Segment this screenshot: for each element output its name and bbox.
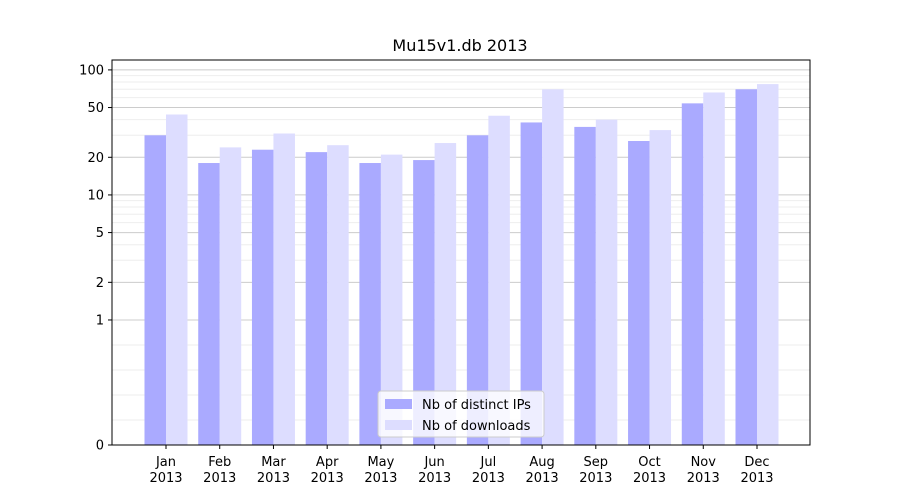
y-tick-label: 100 — [79, 63, 104, 78]
bar — [327, 145, 349, 445]
y-tick-label: 5 — [96, 226, 104, 241]
bar — [703, 92, 725, 446]
bar — [628, 140, 650, 445]
x-tick-label: Jan 2013 — [149, 455, 182, 486]
bar — [520, 122, 543, 445]
bar — [144, 135, 166, 445]
bar — [542, 89, 564, 445]
x-tick-label: Feb 2013 — [203, 455, 236, 486]
bar — [466, 135, 489, 445]
bar — [273, 133, 295, 445]
bar — [595, 119, 618, 446]
bar — [413, 160, 435, 445]
bar — [574, 126, 596, 446]
chart-title: Mu15v1.db 2013 — [392, 36, 527, 55]
bars — [144, 84, 779, 446]
y-tick-label: 1 — [96, 313, 104, 328]
x-tick-label: Jun 2013 — [418, 455, 451, 486]
x-axis: Jan 2013 Feb 2013 Mar 2013 Apr 2013 May 2013 Jun 20… — [149, 445, 774, 486]
y-tick-label: 0 — [96, 439, 104, 454]
x-tick-label: Mar 2013 — [257, 455, 290, 486]
x-tick-label: Oct 2013 — [633, 455, 666, 486]
bar — [757, 84, 779, 446]
x-tick-label: Nov 2013 — [687, 455, 720, 486]
legend-swatch — [385, 420, 412, 430]
legend-label: Nb of distinct IPs — [422, 398, 531, 413]
plot-frame — [111, 59, 811, 446]
y-tick-label: 10 — [87, 188, 104, 203]
y-tick-label: 2 — [96, 276, 104, 291]
x-tick-label: May 2013 — [364, 455, 397, 486]
x-tick-label: Dec 2013 — [740, 455, 773, 486]
bar — [649, 130, 672, 445]
bar — [380, 154, 403, 446]
bar — [359, 163, 381, 445]
bar — [219, 147, 242, 446]
bar — [305, 152, 328, 445]
y-tick-label: 50 — [87, 101, 104, 116]
x-tick-label: Jul 2013 — [472, 455, 505, 486]
bar — [434, 143, 457, 445]
legend-label: Nb of downloads — [422, 419, 531, 434]
x-tick-label: Aug 2013 — [526, 455, 559, 486]
legend-box — [377, 390, 545, 438]
legend-swatch — [385, 399, 412, 409]
x-tick-label: Apr 2013 — [311, 455, 344, 486]
bar — [488, 115, 510, 445]
x-tick-label: Sep 2013 — [579, 455, 612, 486]
bar — [681, 103, 704, 446]
legend: Nb of distinct IPs Nb of downloads — [377, 390, 545, 438]
bar — [251, 149, 274, 446]
bar — [735, 89, 757, 445]
bar — [166, 114, 188, 445]
y-axis: 0 1 2 5 10 20 50 100 — [79, 63, 112, 454]
y-tick-label: 20 — [87, 151, 104, 166]
bar — [198, 163, 220, 445]
